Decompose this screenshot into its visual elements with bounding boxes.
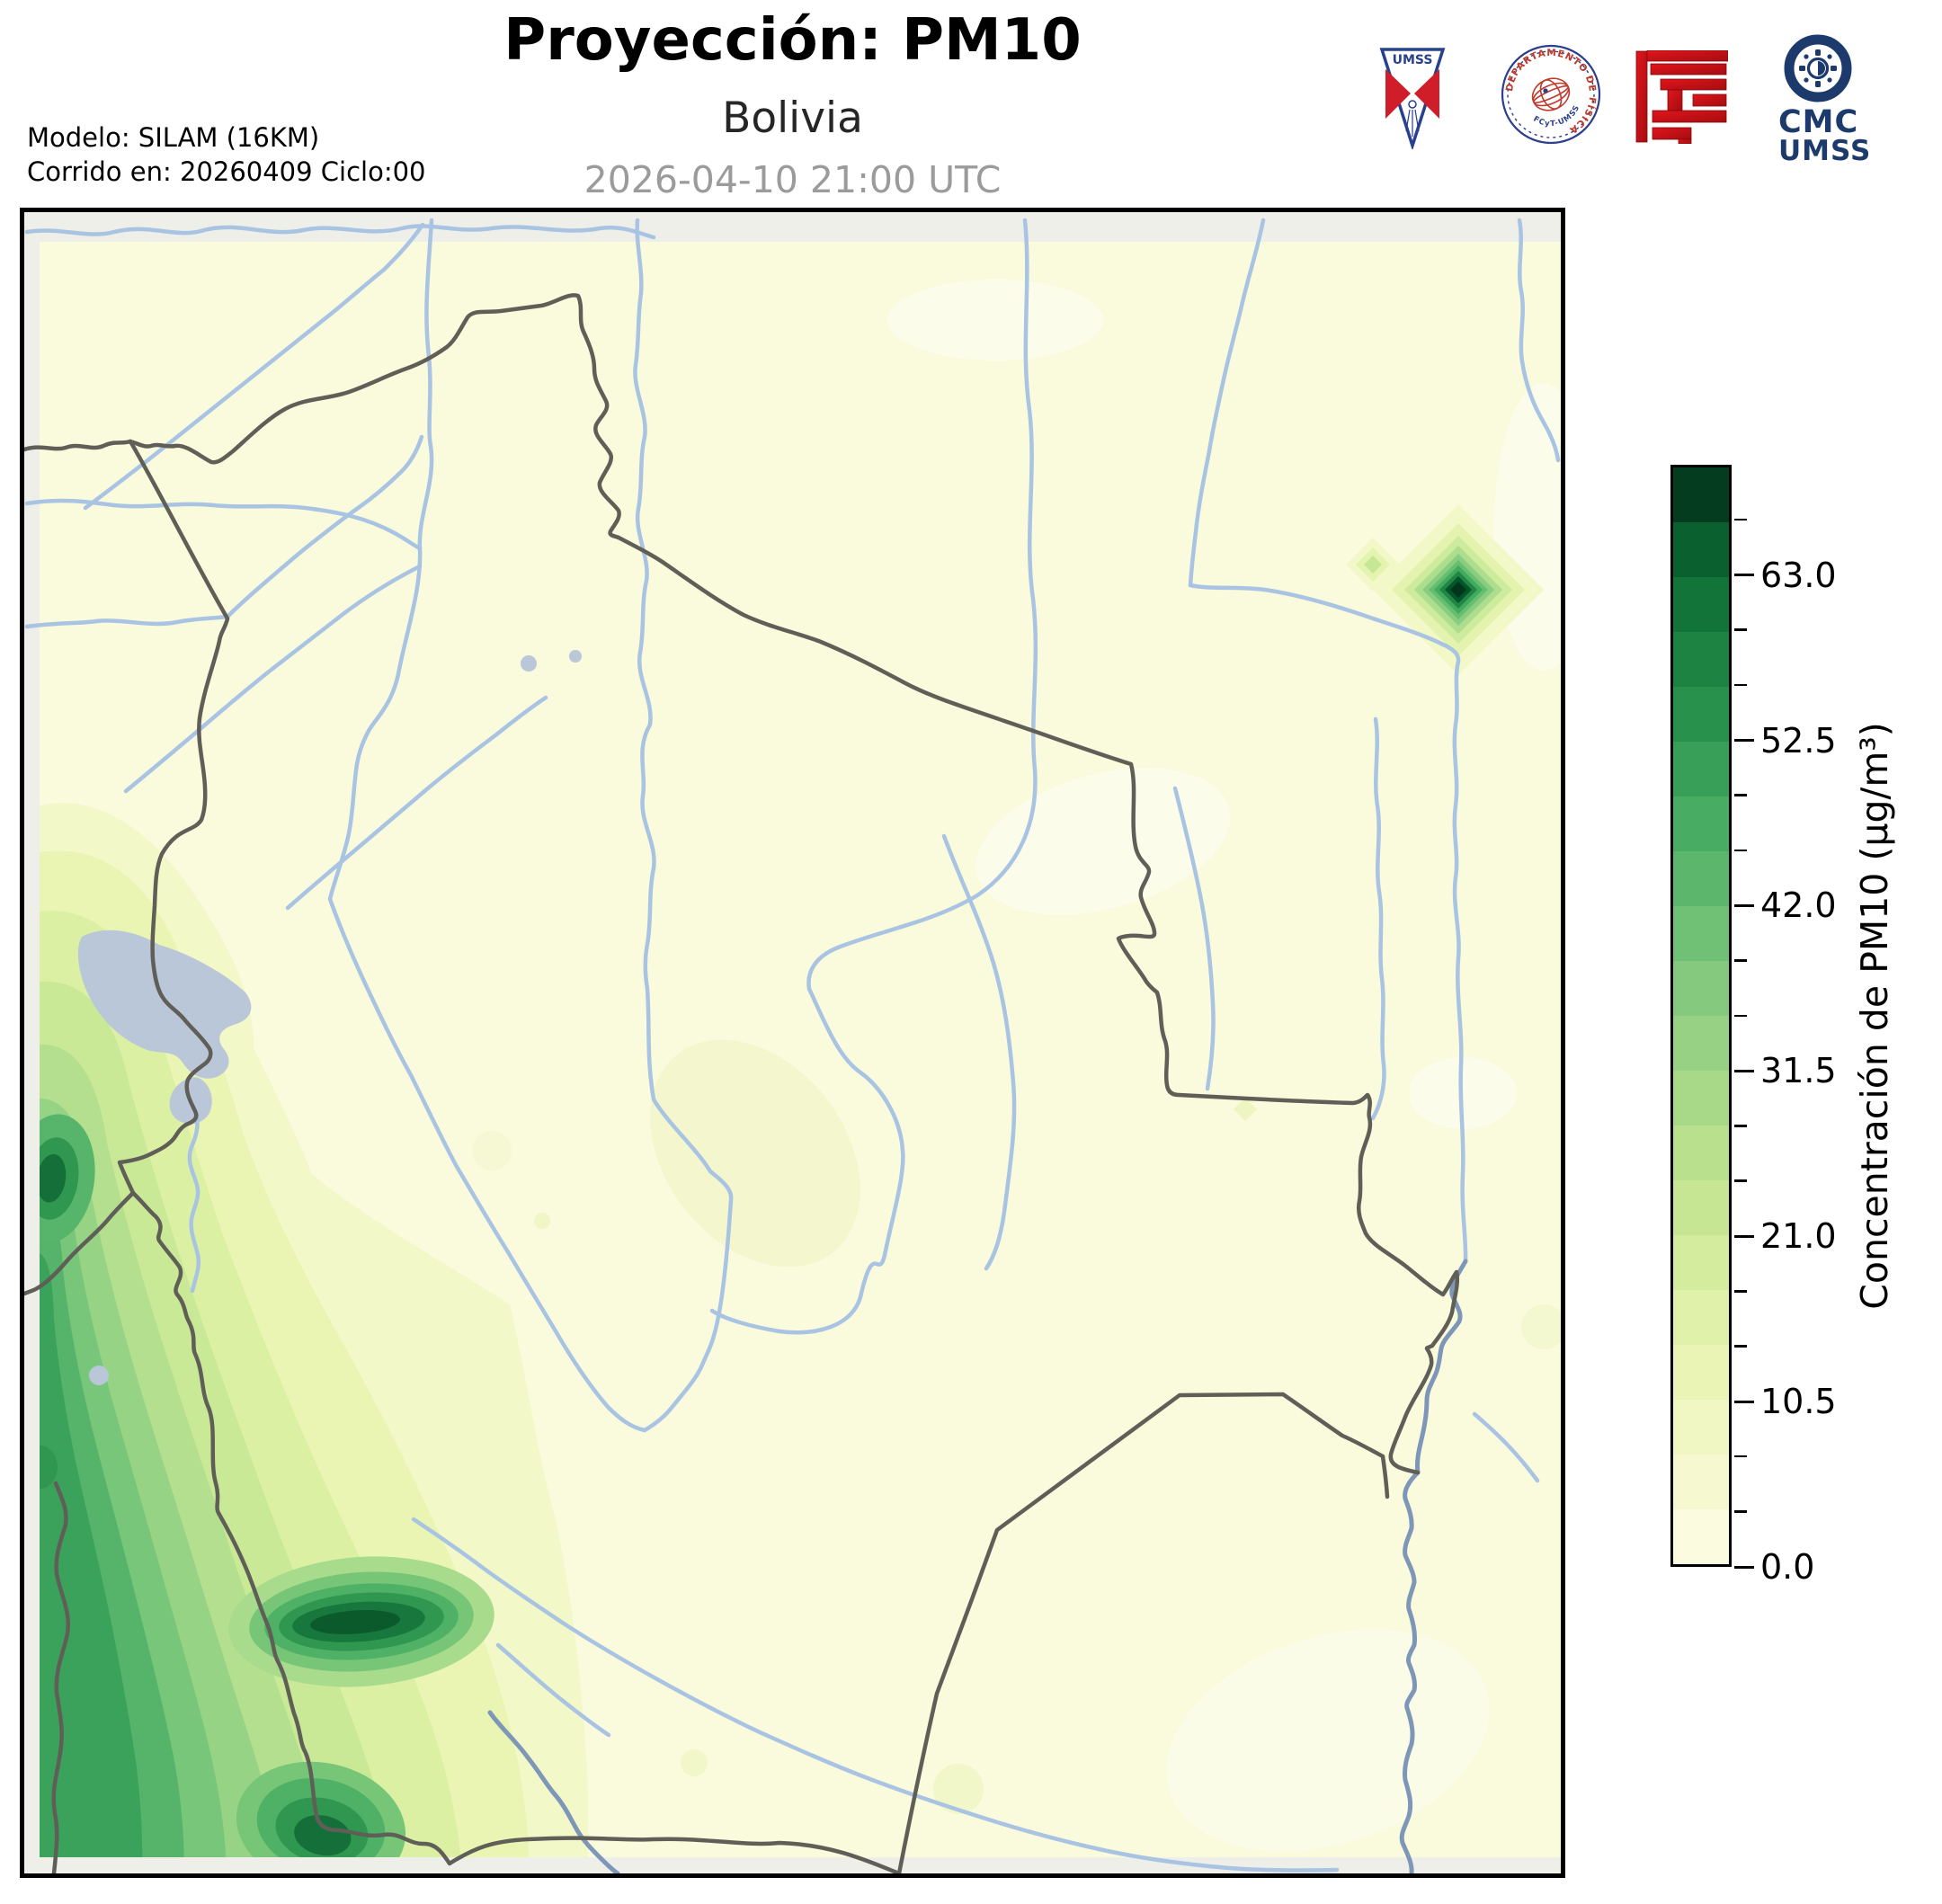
colorbar-segment [1673, 1235, 1729, 1290]
colorbar-segment [1673, 687, 1729, 742]
border-bolivia-brazil [128, 293, 1460, 1475]
colorbar-segment [1673, 961, 1729, 1016]
umss-pennant-logo: UMSS [1379, 48, 1446, 149]
colorbar-minor-tick [1734, 628, 1747, 631]
forecast-datetime: 2026-04-10 21:00 UTC [583, 158, 1002, 201]
page-subtitle: Bolivia [722, 93, 863, 143]
colorbar-segment [1673, 1071, 1729, 1125]
fcyt-red-logo [1635, 50, 1728, 144]
pennant-umss-text: UMSS [1393, 53, 1433, 67]
page-title: Proyección: PM10 [503, 7, 1082, 74]
colorbar-major-tick [1734, 903, 1754, 907]
model-run: Corrido en: 20260409 Ciclo:00 [27, 156, 426, 187]
colorbar-segment [1673, 1345, 1729, 1400]
colorbar-minor-tick [1734, 849, 1747, 852]
colorbar-minor-tick [1734, 1290, 1747, 1293]
model-info: Modelo: SILAM (16KM) Corrido en: 2026040… [27, 120, 426, 189]
colorbar-minor-tick [1734, 1014, 1747, 1017]
cmc-logo-text2: UMSS [1778, 135, 1872, 167]
pennant-red-right [1414, 69, 1439, 119]
pm10-concentration-field-west [24, 803, 589, 1873]
map-frame [20, 208, 1565, 1878]
mild-concentration-patches [472, 1039, 1561, 1814]
pennant-emblem [1408, 100, 1417, 109]
colorbar-tick-label: 42.0 [1760, 885, 1837, 926]
cmc-halfmoon [1818, 61, 1825, 76]
colorbar-segment [1673, 522, 1729, 577]
colorbar [1670, 465, 1732, 1567]
colorbar-major-tick [1734, 739, 1754, 742]
colorbar-major-tick [1734, 1069, 1754, 1072]
border-bolivia-paraguay [896, 1392, 1390, 1873]
border-bolivia-chile-argentina [130, 1190, 902, 1873]
colorbar-minor-tick [1734, 683, 1747, 687]
colorbar-tick-label: 63.0 [1760, 555, 1837, 595]
cmc-logo-text: CMC [1778, 104, 1859, 140]
border-chile-argentina [51, 1481, 71, 1873]
colorbar-segment [1673, 467, 1729, 522]
colorbar-segment [1673, 851, 1729, 906]
bolivia-pm10-map [24, 212, 1561, 1873]
border-peru-brazil [24, 439, 133, 452]
border-peru-bolivia [117, 439, 230, 1196]
colorbar-tick-label: 0.0 [1760, 1547, 1815, 1587]
colorbar-segment [1673, 1180, 1729, 1235]
colorbar-minor-tick [1734, 1125, 1747, 1127]
colorbar-segment [1673, 1509, 1729, 1564]
colorbar-segment [1673, 796, 1729, 851]
pennant-red-left [1385, 69, 1411, 119]
colorbar-major-tick [1734, 1234, 1754, 1238]
colorbar-segment [1673, 742, 1729, 796]
colorbar-minor-tick [1734, 794, 1747, 796]
colorbar-minor-tick [1734, 959, 1747, 962]
colorbar-minor-tick [1734, 1345, 1747, 1348]
cmc-gear-marks [1799, 49, 1837, 87]
colorbar-segment [1673, 1290, 1729, 1345]
colorbar-segment [1673, 906, 1729, 961]
colorbar-major-tick [1734, 1400, 1754, 1403]
colorbar-segment [1673, 632, 1729, 687]
seal-globe [1531, 77, 1571, 111]
colorbar-major-tick [1734, 1565, 1754, 1569]
colorbar-tick-label: 52.5 [1760, 720, 1837, 761]
colorbar-tick-label: 21.0 [1760, 1216, 1837, 1257]
colorbar-tick-label: 10.5 [1760, 1382, 1837, 1422]
small-lakes [89, 650, 582, 1385]
cmc-umss-logo-icon [1784, 34, 1852, 102]
fisica-seal-logo: DEPARTAMENTO DE FÍSICA FCyT-UMSS [1501, 44, 1601, 145]
model-name: Modelo: SILAM (16KM) [27, 122, 320, 153]
river-network [24, 218, 1561, 1873]
colorbar-segment [1673, 577, 1729, 632]
colorbar-minor-tick [1734, 518, 1747, 521]
colorbar-segment [1673, 1400, 1729, 1455]
colorbar-segment [1673, 1455, 1729, 1509]
border-peru-chile [24, 1190, 136, 1296]
core-lens [228, 1556, 494, 1687]
colorbar-segment [1673, 1016, 1729, 1071]
colorbar-minor-tick [1734, 1510, 1747, 1513]
colorbar-tick-label: 31.5 [1760, 1051, 1837, 1091]
colorbar-segment [1673, 1125, 1729, 1180]
colorbar-minor-tick [1734, 1455, 1747, 1458]
country-borders [24, 293, 1460, 1873]
colorbar-major-tick [1734, 574, 1754, 577]
colorbar-minor-tick [1734, 1179, 1747, 1182]
